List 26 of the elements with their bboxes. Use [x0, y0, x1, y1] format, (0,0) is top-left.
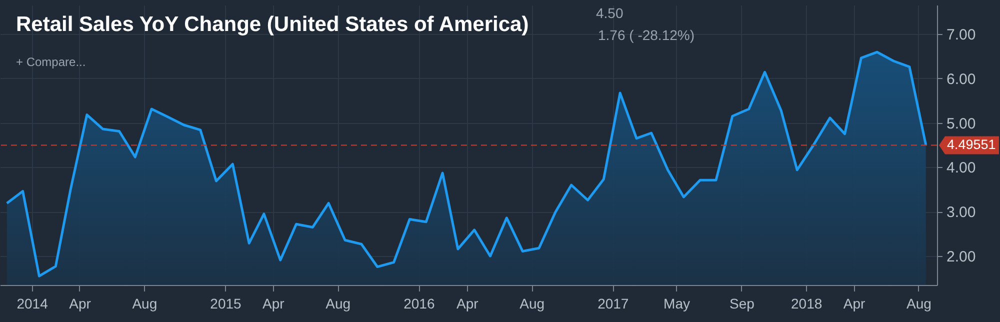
x-tick-label: 2014 [16, 296, 48, 312]
y-tick-label: 7.00 [946, 26, 976, 44]
annotation: 4.50 [596, 5, 624, 21]
x-tick-label: Aug [906, 296, 932, 312]
x-tick-label: 2017 [598, 296, 629, 312]
x-tick-label: Apr [262, 296, 285, 312]
x-tick-label: Aug [326, 296, 351, 312]
x-tick-label: Apr [456, 296, 479, 312]
annotation: 1.76 ( -28.12%) [598, 27, 694, 43]
y-tick-label: 4.00 [946, 160, 976, 177]
y-tick-label: 5.00 [946, 115, 976, 132]
x-tick-label: May [664, 296, 690, 312]
y-tick-label: 2.00 [946, 248, 976, 266]
x-tick-label: Aug [520, 296, 545, 312]
x-tick-label: 2015 [210, 296, 242, 312]
x-tick-label: 2016 [404, 296, 435, 312]
ref-line-label: 4.49551 [947, 137, 996, 152]
annotation: + Compare... [16, 55, 86, 69]
x-tick-label: 2018 [791, 296, 822, 312]
x-tick-label: Sep [729, 296, 755, 312]
y-tick-label: 3.00 [946, 204, 976, 222]
x-tick-label: Apr [843, 296, 866, 312]
chart-title: Retail Sales YoY Change (United States of America) [16, 13, 529, 36]
x-tick-label: Apr [69, 296, 92, 312]
x-tick-label: Aug [132, 296, 158, 312]
y-tick-label: 6.00 [946, 70, 976, 88]
